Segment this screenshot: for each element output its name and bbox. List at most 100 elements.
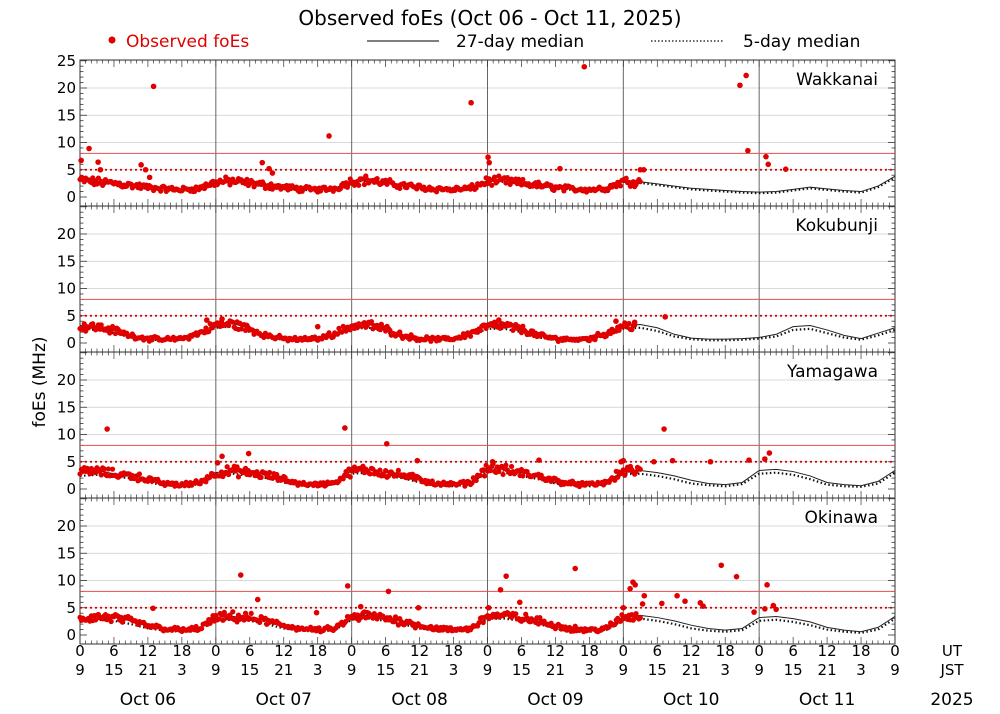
observed-point (199, 625, 205, 632)
ut-tick-label: 12 (410, 642, 429, 660)
y-axis-label: foEs (MHz) (30, 336, 50, 427)
observed-point (248, 610, 254, 616)
jst-tick-label: 15 (512, 661, 531, 679)
observed-point (473, 477, 479, 484)
observed-point-outlier (632, 582, 639, 588)
observed-point (203, 479, 209, 485)
observed-point (109, 466, 116, 472)
station-label: Okinawa (805, 508, 878, 528)
observed-point-outlier (326, 133, 332, 139)
observed-point (230, 609, 236, 615)
observed-point-outlier (383, 440, 390, 447)
observed-point (548, 182, 554, 189)
observed-point-outlier (104, 426, 110, 432)
observed-point (105, 466, 111, 472)
observed-point-outlier (203, 317, 210, 323)
observed-point-outlier (737, 82, 743, 89)
observed-point (235, 474, 242, 480)
observed-point (230, 319, 236, 325)
observed-point-outlier (746, 457, 752, 463)
observed-point (637, 615, 643, 621)
observed-point (616, 327, 622, 333)
observed-point (238, 326, 244, 332)
observed-point-outlier (214, 460, 221, 466)
observed-point (520, 323, 526, 329)
observed-point-outlier (782, 166, 789, 173)
legend-observed-marker (108, 36, 116, 44)
observed-point-outlier (344, 583, 351, 589)
ut-tick-label: 12 (818, 642, 837, 660)
observed-point (363, 615, 369, 621)
observed-point (339, 329, 345, 335)
year-label: 2025 (930, 690, 973, 710)
observed-point (467, 333, 474, 339)
observed-point (356, 182, 362, 188)
ut-tick-label: 12 (274, 642, 293, 660)
ut-tick-label: 0 (754, 642, 764, 660)
y-tick-label: 15 (57, 106, 76, 124)
observed-point (480, 467, 486, 473)
observed-point (136, 471, 143, 477)
observed-point-outlier (254, 596, 261, 603)
observed-point (613, 184, 619, 190)
observed-point (358, 614, 365, 620)
observed-point (224, 464, 230, 470)
y-tick-label: 20 (57, 225, 76, 243)
observed-point-outlier (620, 604, 627, 611)
observed-point-outlier (269, 170, 276, 176)
observed-point (108, 618, 114, 625)
observed-point-outlier (557, 165, 563, 172)
jst-tick-label: 21 (682, 661, 701, 679)
ut-tick-label: 18 (716, 642, 735, 660)
observed-point-outlier (669, 457, 676, 464)
ut-tick-label: 18 (444, 642, 463, 660)
observed-point (213, 612, 219, 619)
observed-point (98, 472, 104, 478)
observed-point (234, 464, 240, 470)
day-label: Oct 11 (799, 690, 855, 710)
observed-point (633, 469, 639, 475)
observed-point-outlier (641, 592, 648, 599)
ut-tick-label: 0 (211, 642, 221, 660)
y-tick-label: 25 (57, 52, 76, 70)
observed-point (615, 474, 621, 480)
observed-point-outlier (414, 457, 421, 464)
observed-point (477, 472, 484, 479)
observed-point (257, 619, 263, 626)
observed-point-outlier (150, 605, 156, 612)
station-label: Wakkanai (796, 70, 878, 90)
observed-point (520, 473, 526, 479)
observed-point (500, 471, 506, 478)
y-tick-label: 5 (66, 453, 76, 471)
observed-point (216, 616, 222, 622)
legend-median27-label: 27-day median (456, 32, 584, 52)
ut-tick-label: 0 (483, 642, 493, 660)
observed-point-outlier (640, 166, 647, 173)
panels: 0 5 10 15 20 25 Wakkanai 0 5 10 15 20 Kokubunji 0 5 10 1… (57, 52, 896, 645)
y-tick-label: 15 (57, 398, 76, 416)
observed-point (378, 321, 384, 327)
observed-point (491, 174, 498, 180)
observed-point (374, 175, 380, 182)
y-tick-label: 10 (57, 426, 76, 444)
observed-point-outlier (245, 450, 252, 457)
observed-point (112, 330, 118, 337)
ut-tick-label: 0 (75, 642, 85, 660)
observed-point-outlier (485, 154, 491, 161)
observed-point-outlier (357, 603, 364, 610)
jst-tick-label: 21 (818, 661, 837, 679)
y-tick-label: 5 (66, 307, 76, 325)
observed-point-outlier (342, 425, 348, 431)
observed-point (397, 185, 403, 192)
jst-tick-label: 15 (784, 661, 803, 679)
jst-tick-label: 15 (648, 661, 667, 679)
y-tick-label: 0 (66, 626, 76, 644)
observed-point-outlier (743, 72, 749, 79)
ut-tick-label: 6 (653, 642, 663, 660)
observed-point (368, 319, 375, 325)
observed-point-outlier (733, 573, 740, 580)
observed-point-outlier (266, 165, 272, 172)
jst-tick-label: 9 (211, 661, 221, 679)
observed-point (258, 474, 264, 481)
y-tick-label: 15 (57, 544, 76, 562)
